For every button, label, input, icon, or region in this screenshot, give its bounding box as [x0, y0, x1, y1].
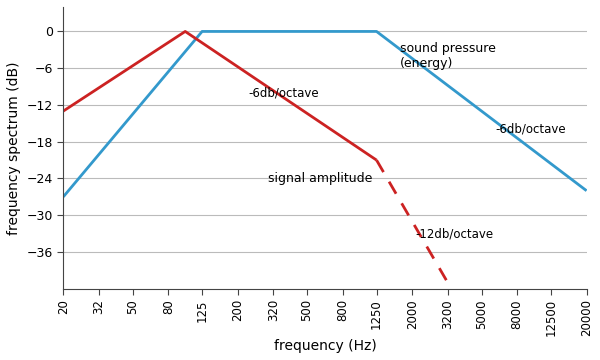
- Text: -12db/octave: -12db/octave: [416, 227, 494, 240]
- Text: -6db/octave: -6db/octave: [496, 123, 566, 136]
- Y-axis label: frequency spectrum (dB): frequency spectrum (dB): [7, 61, 21, 235]
- Text: -6db/octave: -6db/octave: [248, 86, 319, 99]
- X-axis label: frequency (Hz): frequency (Hz): [274, 339, 376, 353]
- Text: signal amplitude: signal amplitude: [268, 172, 373, 185]
- Text: sound pressure
(energy): sound pressure (energy): [400, 42, 496, 70]
